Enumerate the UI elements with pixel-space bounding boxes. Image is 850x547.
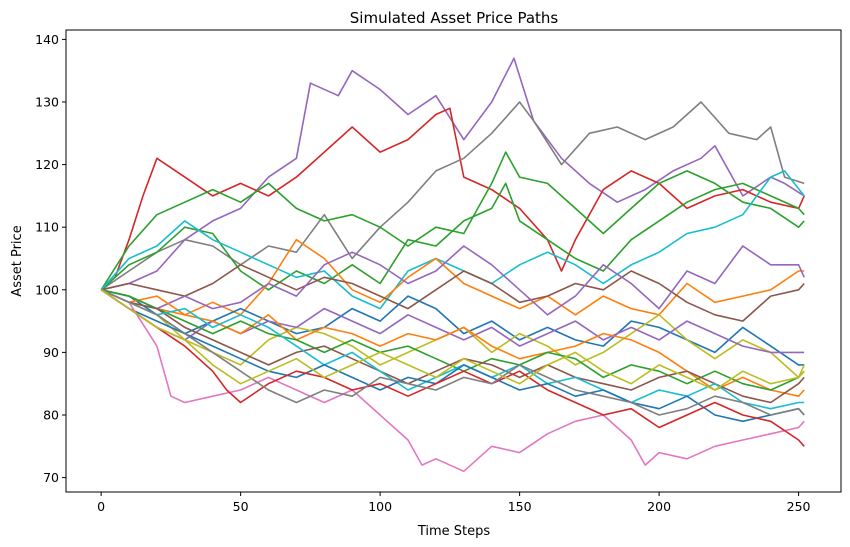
x-tick-label: 250 [787,499,811,514]
series-line-8 [101,264,805,322]
series-line-19 [100,289,805,447]
y-tick-label: 130 [35,94,59,109]
series-line-9 [101,245,805,316]
series-line-20 [100,289,805,416]
y-tick-label: 120 [35,157,59,172]
y-axis-title: Asset Price [10,225,25,296]
y-tick-label: 70 [43,470,59,485]
y-tick-label: 140 [35,32,59,47]
y-tick-label: 80 [43,408,59,423]
series-line-3 [100,101,805,291]
series-line-13 [100,289,805,397]
x-tick-label: 100 [368,499,392,514]
series-line-18 [100,289,805,473]
y-tick-label: 110 [35,220,59,235]
x-axis-title: Time Steps [417,524,491,539]
series-line-5 [100,182,805,291]
y-axis: 70 80 90 100 110 120 130 140 [35,32,66,485]
x-tick-label: 50 [233,499,249,514]
series-line-21 [100,289,805,391]
chart-title: Simulated Asset Price Paths [350,9,559,27]
x-tick-label: 150 [508,499,532,514]
series-line-4 [100,151,805,291]
x-tick-label: 200 [647,499,671,514]
y-tick-label: 100 [35,282,59,297]
series-layer [100,57,805,473]
x-axis: 0 50 100 150 200 250 [97,492,811,514]
series-line-10 [101,289,805,366]
plot-frame [65,29,842,493]
series-line-1 [101,57,805,291]
x-tick-label: 0 [97,499,105,514]
series-line-17 [100,289,805,423]
y-tick-label: 90 [43,345,59,360]
series-line-2 [100,107,805,291]
